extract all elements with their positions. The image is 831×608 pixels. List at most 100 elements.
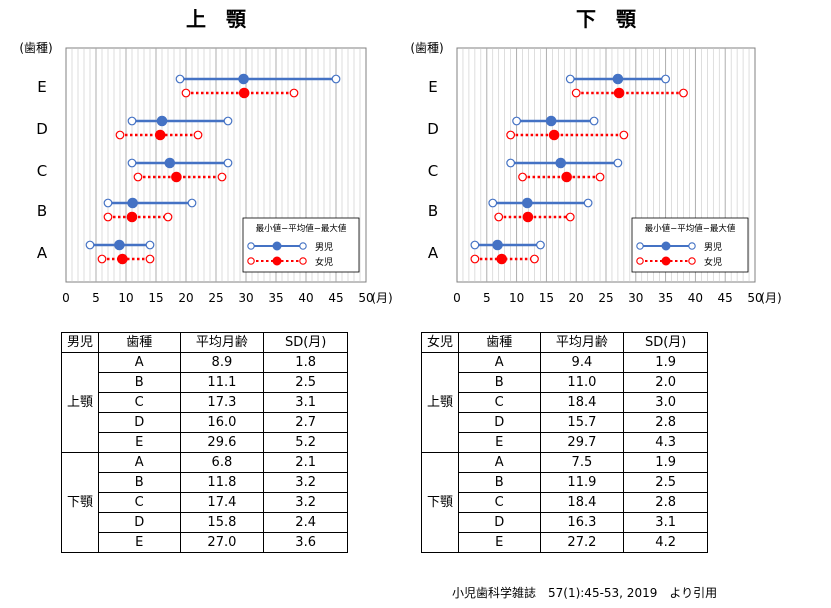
lower-girls-max-E (679, 88, 688, 98)
table-jaw-cell: 下顎 (421, 452, 459, 553)
table-row: D 16.3 3.1 (422, 512, 708, 533)
upper-girls-mean-B (126, 211, 138, 223)
lower-legend-girls-max-marker (688, 257, 696, 265)
upper-x-tick-label: 15 (148, 291, 163, 305)
table-cell: 3.6 (263, 532, 348, 553)
upper-girls-min-D (115, 130, 125, 140)
table-cell: 3.1 (623, 512, 708, 533)
table-row: D 16.0 2.7 (62, 412, 348, 433)
upper-legend-boys-max-marker (299, 242, 307, 250)
table-row: C 18.4 2.8 (422, 492, 708, 513)
upper-chart-title: 上 顎 (186, 7, 247, 31)
lower-legend-boys-max-marker (688, 242, 696, 250)
table-cell: 15.7 (539, 412, 625, 433)
table-cell: 2.5 (623, 472, 708, 493)
table-cell: 11.0 (539, 372, 625, 393)
upper-boys-mean-E (238, 73, 249, 85)
table-header-row: 男児 歯種 平均月齢 SD(月) (61, 332, 348, 353)
lower-y-axis-label: (歯種) (410, 41, 443, 55)
upper-legend-girls-min-marker (247, 257, 255, 265)
lower-legend-boys-label: 男児 (704, 242, 722, 253)
upper-boys-mean-B (127, 197, 138, 209)
table-cell: 3.0 (623, 392, 708, 413)
table-column-header: 歯種 (457, 332, 541, 353)
table-row: E 27.0 3.6 (62, 532, 348, 553)
table-cell: 2.8 (623, 412, 708, 433)
upper-girls-mean-A (117, 253, 128, 265)
lower-boys-max-B (583, 198, 593, 208)
upper-boys-min-B (103, 198, 113, 208)
upper-girls-mean-C (171, 171, 182, 183)
upper-girls-min-E (181, 88, 191, 98)
table-row: 上顎 A 9.4 1.9 (421, 352, 708, 453)
lower-girls-mean-D (548, 129, 560, 141)
table-cell: C (97, 492, 181, 513)
upper-girls-min-B (103, 212, 113, 222)
table-cell: 5.2 (263, 432, 348, 453)
table-cell: 2.8 (623, 492, 708, 513)
upper-x-tick-label: 30 (238, 291, 253, 305)
upper-category-label-A: A (37, 244, 48, 262)
lower-boys-min-B (488, 198, 498, 208)
table-row: B 11.0 2.0 (422, 372, 708, 393)
table-row: C 17.4 3.2 (62, 492, 348, 513)
table-cell: A (97, 452, 181, 473)
lower-chart-title: 下 顎 (576, 7, 637, 31)
boys-table: 男児 歯種 平均月齢 SD(月) 上顎 A 8.9 1.8 B 11.1 2.5 C 17.3 3.1 D 1… (61, 332, 348, 553)
table-cell: 3.2 (263, 472, 348, 493)
lower-x-tick-label: 20 (569, 291, 584, 305)
upper-girls-mean-D (154, 129, 166, 141)
table-cell: 16.0 (179, 412, 265, 433)
table-cell: 9.4 (539, 352, 625, 373)
lower-girls-max-A (530, 254, 539, 264)
lower-girls-max-B (565, 212, 575, 222)
lower-girls-min-A (470, 254, 480, 264)
lower-legend-girls-label: 女児 (704, 256, 722, 268)
lower-boys-min-C (506, 158, 516, 168)
table-cell: D (97, 512, 181, 533)
upper-category-label-C: C (37, 162, 47, 180)
upper-girls-min-A (97, 254, 107, 264)
upper-category-label-E: E (37, 78, 46, 96)
upper-boys-min-A (85, 240, 95, 250)
lower-girls-min-B (494, 212, 504, 222)
table-cell: A (97, 352, 181, 373)
upper-category-label-B: B (37, 202, 47, 220)
table-sex-header: 男児 (61, 332, 99, 353)
table-row: E 29.7 4.3 (422, 432, 708, 453)
table-cell: 15.8 (179, 512, 265, 533)
upper-boys-max-A (145, 240, 155, 250)
upper-legend-boys-min-marker (247, 242, 255, 250)
table-cell: E (97, 432, 181, 453)
table-row: E 29.6 5.2 (62, 432, 348, 453)
source-caption: 小児歯科学雑誌 57(1):45-53, 2019 より引用 (452, 586, 718, 600)
table-jaw-cell: 下顎 (61, 452, 99, 553)
table-cell: 3.2 (263, 492, 348, 513)
lower-boys-mean-E (612, 73, 624, 85)
upper-boys-max-B (187, 198, 197, 208)
upper-x-tick-label: 45 (328, 291, 343, 305)
upper-boys-min-E (175, 74, 185, 84)
table-cell: A (457, 452, 541, 473)
lower-x-tick-label: 15 (539, 291, 554, 305)
upper-x-tick-label: 0 (62, 291, 70, 305)
table-cell: 2.7 (263, 412, 348, 433)
upper-girls-max-C (217, 172, 227, 182)
table-row: 下顎 A 7.5 1.9 (421, 452, 708, 553)
lower-legend-girls-min-marker (636, 257, 644, 265)
table-cell: D (457, 512, 541, 533)
table-cell: 11.8 (179, 472, 265, 493)
upper-x-tick-label: 5 (92, 291, 100, 305)
table-row: 上顎 A 8.9 1.8 (61, 352, 348, 453)
table-cell: C (457, 392, 541, 413)
lower-category-label-B: B (428, 202, 438, 220)
upper-category-label-D: D (36, 120, 48, 138)
lower-legend-boys-min-marker (636, 242, 644, 250)
table-row: D 15.8 2.4 (62, 512, 348, 533)
table-jaw-cell: 上顎 (421, 352, 459, 453)
lower-x-tick-label: 10 (509, 291, 524, 305)
lower-girls-mean-B (522, 211, 534, 223)
table-row: C 18.4 3.0 (422, 392, 708, 413)
upper-x-tick-label: 35 (268, 291, 283, 305)
